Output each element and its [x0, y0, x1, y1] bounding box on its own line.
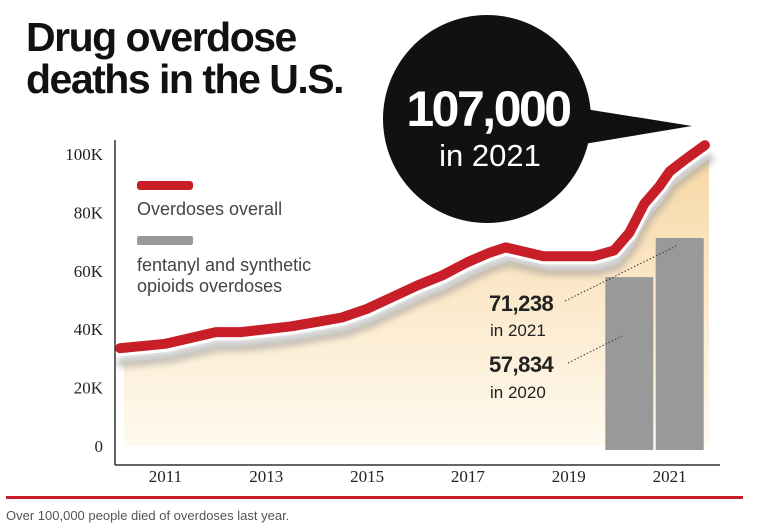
caption-divider	[6, 496, 743, 499]
legend-label-overall: Overdoses overall	[137, 199, 282, 219]
y-tick-label: 100K	[65, 145, 104, 164]
callout-label: in 2021	[439, 138, 541, 173]
legend-swatch-overall	[137, 181, 193, 190]
x-tick-label: 2011	[149, 467, 182, 486]
chart-caption: Over 100,000 people died of overdoses la…	[6, 508, 290, 523]
overall-line-layer	[112, 137, 713, 357]
y-tick-label: 60K	[74, 262, 104, 281]
y-tick-label: 0	[95, 437, 104, 456]
annotation-2020-leader	[567, 335, 623, 364]
x-tick-label: 2017	[451, 467, 486, 486]
annotation-2020-label: in 2020	[490, 383, 546, 402]
fentanyl-bar-2020	[605, 277, 654, 450]
x-tick-label: 2015	[350, 467, 384, 486]
x-axis-ticks: 2011 2013 2015 2017 2019 2021	[149, 467, 687, 486]
y-axis-ticks: 0 20K 40K 60K 80K 100K	[65, 145, 104, 456]
annotation-2020-value: 57,834	[489, 352, 555, 377]
x-tick-label: 2013	[249, 467, 283, 486]
x-tick-label: 2021	[653, 467, 687, 486]
chart-title-line-2: deaths in the U.S.	[26, 56, 343, 102]
callout-value: 107,000	[406, 81, 570, 137]
annotation-2021-value: 71,238	[489, 291, 554, 316]
callout-bubble	[383, 15, 591, 223]
legend-label-fentanyl: fentanyl and synthetic opioids overdoses	[137, 255, 316, 296]
legend-swatch-fentanyl	[137, 236, 193, 245]
x-tick-label: 2019	[552, 467, 586, 486]
area-fill-layer	[124, 159, 709, 446]
annotation-2021-label: in 2021	[490, 321, 546, 340]
fentanyl-bars	[605, 238, 704, 450]
annotation-2021-leader	[564, 244, 679, 302]
y-tick-label: 20K	[74, 379, 104, 398]
y-tick-label: 40K	[74, 320, 104, 339]
chart-title-line-1: Drug overdose	[26, 14, 297, 60]
y-tick-label: 80K	[74, 203, 104, 222]
area-fill	[124, 159, 709, 446]
fentanyl-bar-2021	[655, 238, 704, 450]
